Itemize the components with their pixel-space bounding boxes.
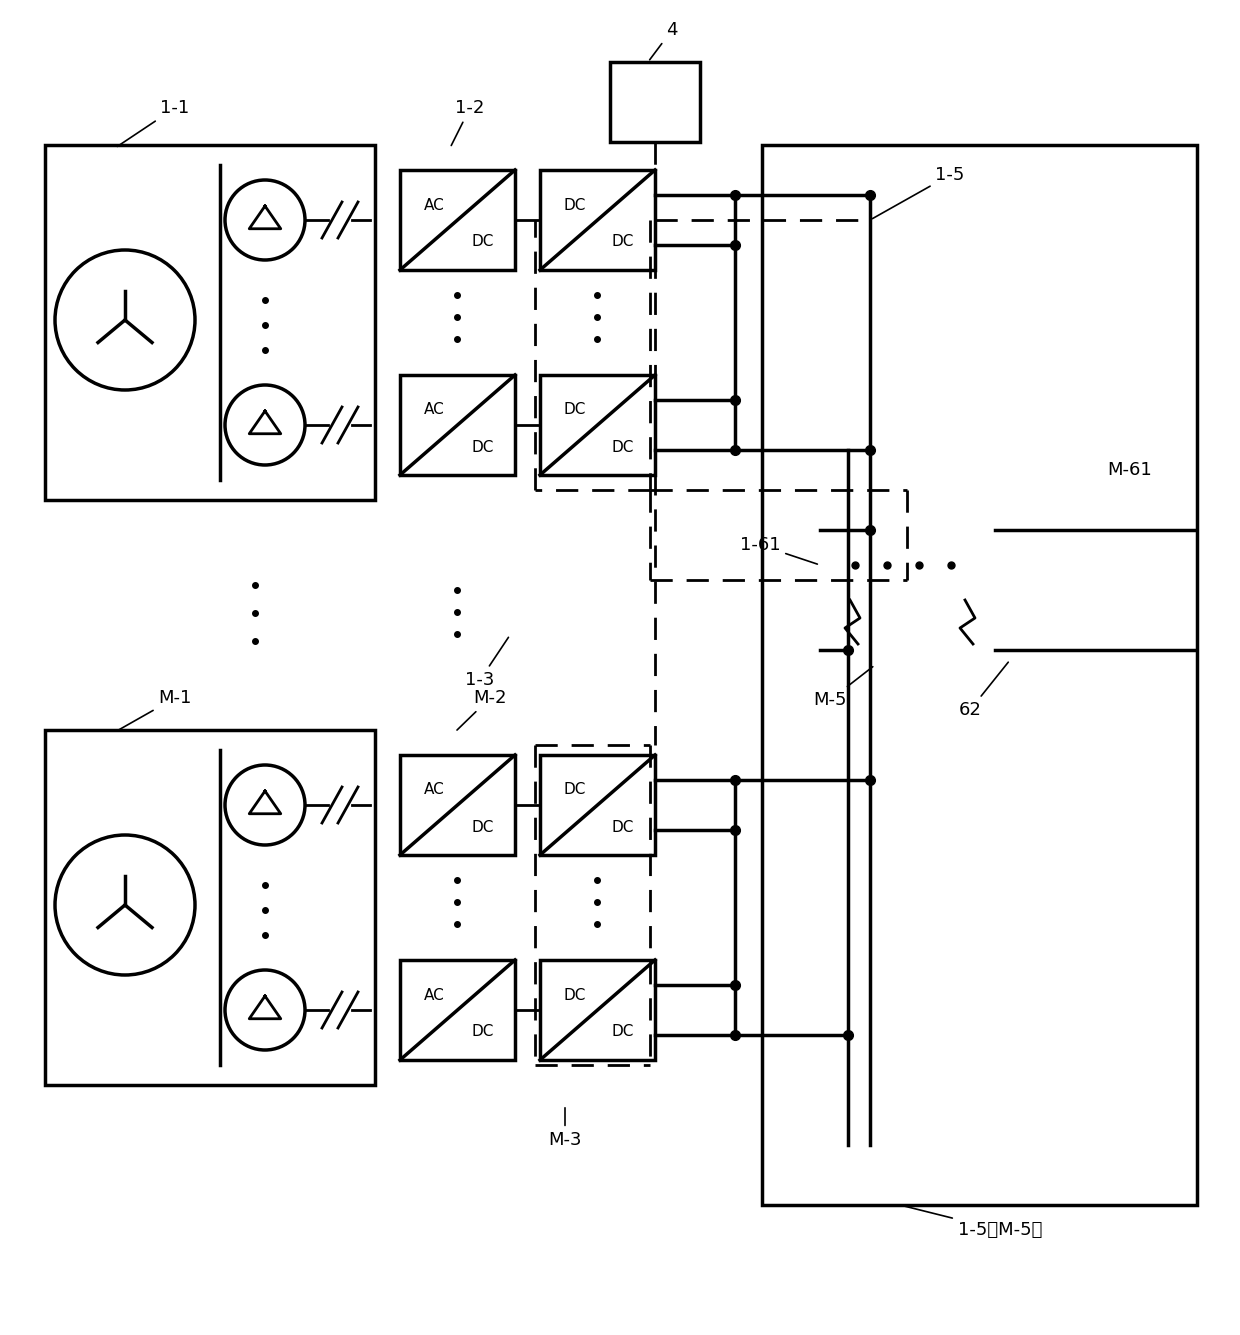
Bar: [401, 170, 515, 270]
Text: 4: 4: [650, 21, 678, 60]
Bar: [955, 441, 1195, 680]
Text: DC: DC: [471, 439, 494, 454]
Circle shape: [55, 250, 195, 390]
Text: DC: DC: [471, 820, 494, 834]
Bar: [610, 61, 701, 142]
Bar: [856, 635, 875, 655]
Bar: [539, 960, 655, 1060]
Text: AC: AC: [424, 988, 445, 1003]
Text: DC: DC: [611, 439, 634, 454]
Text: DC: DC: [563, 198, 585, 212]
Text: AC: AC: [424, 402, 445, 418]
Text: DC: DC: [471, 235, 494, 250]
Text: 1-3: 1-3: [465, 637, 508, 689]
Text: DC: DC: [471, 1024, 494, 1040]
Text: M-5: M-5: [813, 666, 873, 709]
Bar: [820, 501, 994, 659]
Text: M-2: M-2: [458, 689, 507, 730]
Bar: [401, 375, 515, 475]
Text: AC: AC: [424, 198, 445, 212]
Circle shape: [55, 834, 195, 975]
Text: 1-1: 1-1: [118, 99, 190, 147]
Bar: [401, 960, 515, 1060]
Text: 1-5（M-5）: 1-5（M-5）: [903, 1206, 1042, 1239]
Text: 62: 62: [959, 662, 1008, 720]
Circle shape: [224, 971, 305, 1051]
Text: 1-5: 1-5: [873, 166, 965, 219]
Bar: [45, 146, 374, 501]
Text: 1-2: 1-2: [451, 99, 485, 146]
Bar: [539, 756, 655, 854]
Text: DC: DC: [563, 988, 585, 1003]
Text: DC: DC: [563, 402, 585, 418]
Text: DC: DC: [611, 820, 634, 834]
Text: M-1: M-1: [118, 689, 192, 730]
Circle shape: [224, 180, 305, 260]
Text: M-3: M-3: [548, 1108, 582, 1149]
Bar: [539, 375, 655, 475]
Text: M-61: M-61: [1107, 461, 1152, 479]
Text: AC: AC: [424, 782, 445, 797]
Bar: [539, 170, 655, 270]
Bar: [45, 730, 374, 1085]
Text: DC: DC: [563, 782, 585, 797]
Bar: [401, 756, 515, 854]
Bar: [940, 635, 960, 655]
Circle shape: [224, 765, 305, 845]
Circle shape: [224, 384, 305, 465]
Text: DC: DC: [611, 235, 634, 250]
Text: 1-61: 1-61: [740, 535, 817, 565]
Text: DC: DC: [611, 1024, 634, 1040]
Bar: [763, 146, 1197, 1206]
